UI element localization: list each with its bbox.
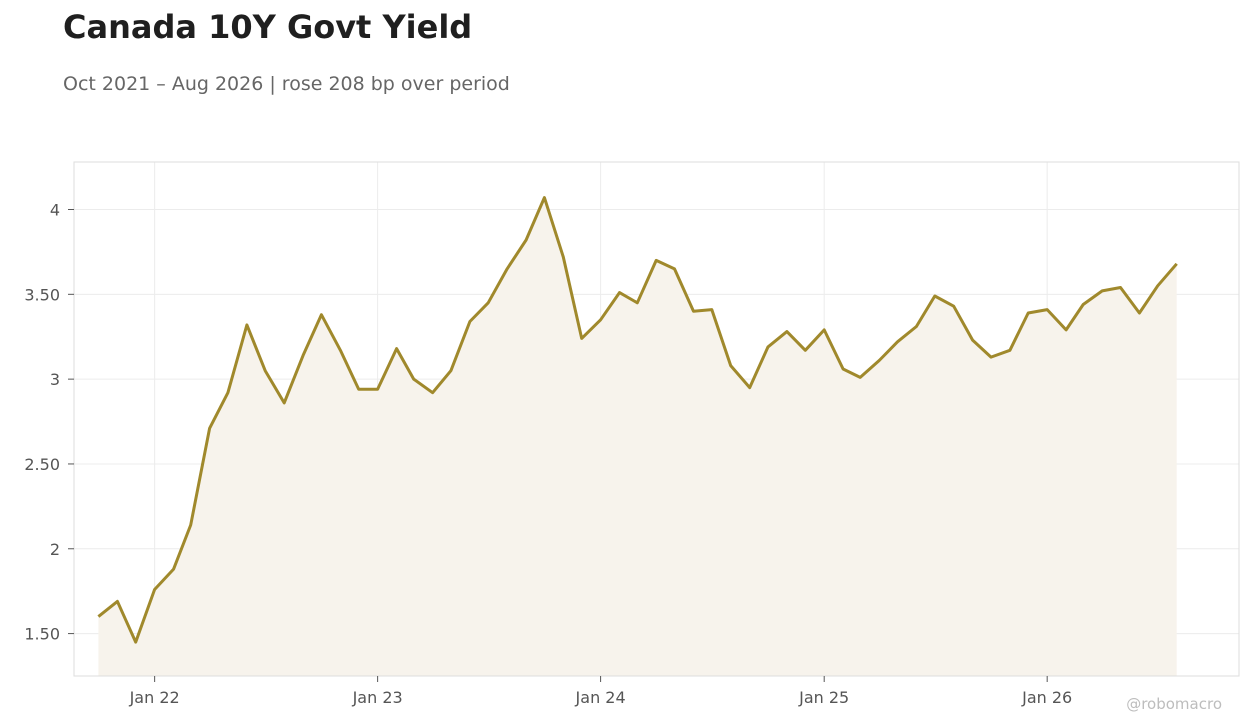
chart-subtitle: Oct 2021 – Aug 2026 | rose 208 bp over p… xyxy=(63,73,510,95)
y-tick-label: 3.50 xyxy=(24,285,60,304)
plot-frame xyxy=(73,161,1240,677)
yield-area-fill xyxy=(98,197,1177,676)
x-tick-label: Jan 24 xyxy=(575,688,626,707)
y-tick-label: 2 xyxy=(50,540,60,559)
y-tick-label: 2.50 xyxy=(24,455,60,474)
x-axis-ticks: Jan 22 Jan 23 Jan 24 Jan 25 Jan 26 xyxy=(129,676,1072,707)
y-tick-label: 3 xyxy=(50,370,60,389)
watermark-handle: @robomacro xyxy=(1126,695,1222,713)
y-tick-label: 4 xyxy=(50,200,60,219)
x-tick-label: Jan 23 xyxy=(352,688,403,707)
x-tick-label: Jan 22 xyxy=(129,688,180,707)
chart-title: Canada 10Y Govt Yield xyxy=(63,8,473,46)
y-tick-label: 1.50 xyxy=(24,625,60,644)
x-tick-label: Jan 25 xyxy=(798,688,849,707)
y-axis-ticks: 1.50 2 2.50 3 3.50 4 xyxy=(24,200,74,644)
yield-series-line xyxy=(97,196,1178,644)
x-tick-label: Jan 26 xyxy=(1021,688,1072,707)
